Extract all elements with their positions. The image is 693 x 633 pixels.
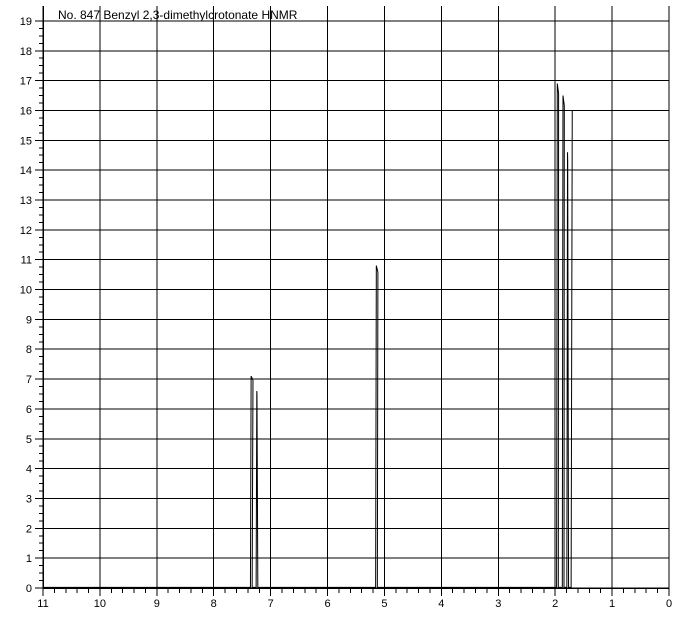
svg-text:6: 6	[324, 598, 330, 610]
svg-text:18: 18	[20, 46, 32, 58]
svg-text:3: 3	[495, 598, 501, 610]
svg-text:2: 2	[552, 598, 558, 610]
svg-text:10: 10	[94, 598, 106, 610]
svg-text:4: 4	[438, 598, 444, 610]
svg-text:2: 2	[26, 523, 32, 535]
nmr-chart-svg: 1110987654321001234567891011121314151617…	[0, 0, 693, 633]
svg-text:9: 9	[154, 598, 160, 610]
svg-text:14: 14	[20, 165, 32, 177]
svg-text:10: 10	[20, 285, 32, 297]
svg-text:12: 12	[20, 225, 32, 237]
svg-text:16: 16	[20, 105, 32, 117]
svg-text:17: 17	[20, 76, 32, 88]
svg-text:5: 5	[26, 434, 32, 446]
chart-title: No. 847 Benzyl 2,3-dimethylcrotonate HNM…	[58, 8, 297, 22]
svg-text:7: 7	[26, 374, 32, 386]
svg-text:0: 0	[26, 583, 32, 595]
svg-text:1: 1	[26, 553, 32, 565]
svg-text:3: 3	[26, 493, 32, 505]
svg-text:15: 15	[20, 135, 32, 147]
svg-text:11: 11	[37, 598, 48, 610]
svg-text:13: 13	[20, 195, 32, 207]
svg-text:4: 4	[26, 464, 32, 476]
nmr-chart-container: 1110987654321001234567891011121314151617…	[0, 0, 693, 633]
svg-text:5: 5	[381, 598, 387, 610]
svg-text:19: 19	[20, 16, 32, 28]
svg-text:1: 1	[609, 598, 615, 610]
svg-text:0: 0	[666, 598, 672, 610]
svg-text:7: 7	[268, 598, 274, 610]
svg-text:8: 8	[211, 598, 217, 610]
svg-text:11: 11	[21, 255, 32, 267]
svg-text:6: 6	[26, 404, 32, 416]
svg-text:9: 9	[26, 314, 32, 326]
svg-text:8: 8	[26, 344, 32, 356]
